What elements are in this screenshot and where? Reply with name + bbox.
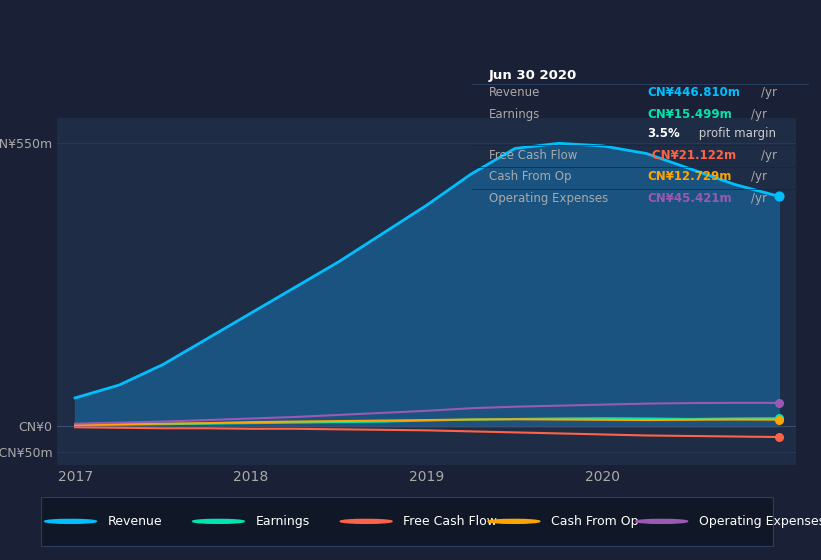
Text: profit margin: profit margin bbox=[695, 127, 776, 139]
Point bbox=[773, 432, 786, 441]
Text: CN¥446.810m: CN¥446.810m bbox=[647, 86, 740, 99]
Text: /yr: /yr bbox=[751, 193, 768, 206]
Text: /yr: /yr bbox=[751, 108, 768, 121]
Text: Operating Expenses: Operating Expenses bbox=[699, 515, 821, 528]
Point bbox=[773, 414, 786, 423]
Text: Earnings: Earnings bbox=[255, 515, 310, 528]
Circle shape bbox=[341, 520, 392, 523]
Text: Cash From Op: Cash From Op bbox=[551, 515, 639, 528]
Text: CN¥45.421m: CN¥45.421m bbox=[647, 193, 732, 206]
Text: /yr: /yr bbox=[751, 170, 768, 184]
Text: CN¥12.729m: CN¥12.729m bbox=[647, 170, 732, 184]
Text: Free Cash Flow: Free Cash Flow bbox=[403, 515, 497, 528]
Point bbox=[773, 192, 786, 201]
Circle shape bbox=[488, 520, 540, 523]
Text: Free Cash Flow: Free Cash Flow bbox=[489, 148, 577, 161]
Text: Earnings: Earnings bbox=[489, 108, 540, 121]
Text: /yr: /yr bbox=[761, 86, 777, 99]
Point bbox=[773, 415, 786, 424]
Text: 3.5%: 3.5% bbox=[647, 127, 680, 139]
Text: Revenue: Revenue bbox=[489, 86, 540, 99]
Text: Jun 30 2020: Jun 30 2020 bbox=[489, 68, 577, 82]
FancyBboxPatch shape bbox=[41, 497, 773, 546]
Circle shape bbox=[636, 520, 688, 523]
Point bbox=[773, 398, 786, 407]
Circle shape bbox=[45, 520, 97, 523]
Text: Cash From Op: Cash From Op bbox=[489, 170, 571, 184]
Text: Revenue: Revenue bbox=[108, 515, 163, 528]
Circle shape bbox=[193, 520, 245, 523]
Text: -CN¥21.122m: -CN¥21.122m bbox=[647, 148, 736, 161]
Text: Operating Expenses: Operating Expenses bbox=[489, 193, 608, 206]
Text: /yr: /yr bbox=[761, 148, 777, 161]
Text: CN¥15.499m: CN¥15.499m bbox=[647, 108, 732, 121]
